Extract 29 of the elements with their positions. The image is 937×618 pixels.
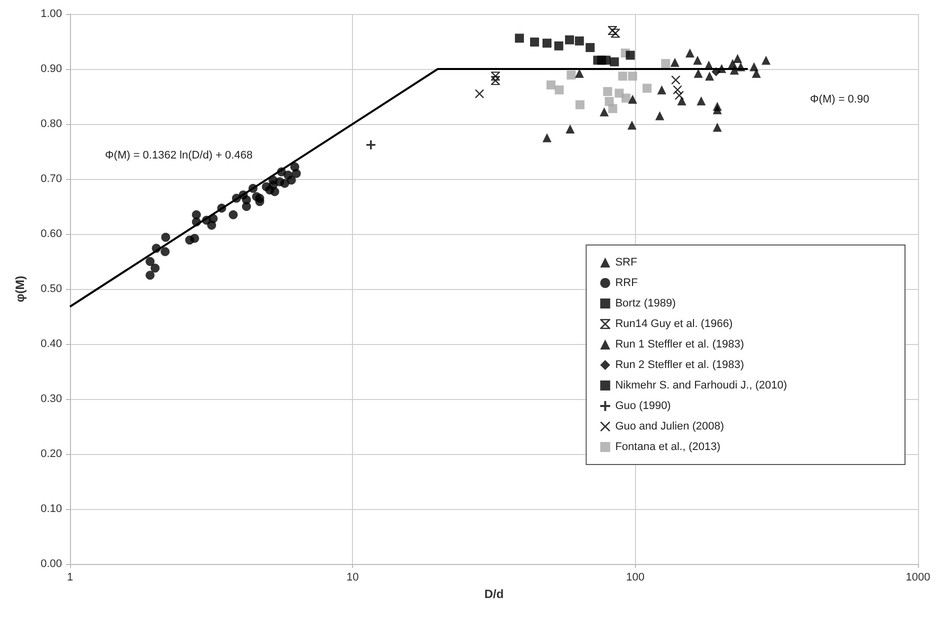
- y-tick-label: 0.30: [40, 393, 62, 405]
- legend-label: Run 1 Steffler et al. (1983): [615, 338, 744, 350]
- y-tick-label: 0.60: [40, 228, 62, 240]
- legend-label: Fontana et al., (2013): [615, 441, 720, 453]
- y-tick-label: 0.90: [40, 63, 62, 75]
- x-tick-label: 10: [346, 572, 359, 584]
- x-axis-title: D/d: [484, 587, 504, 601]
- legend-label: Run14 Guy et al. (1966): [615, 318, 733, 330]
- y-tick-label: 0.00: [40, 558, 62, 570]
- y-tick-label: 1.00: [40, 8, 62, 20]
- legend-label: Guo (1990): [615, 400, 671, 412]
- annotation: Φ(M) = 0.90: [810, 94, 870, 106]
- x-tick-label: 1: [66, 572, 74, 584]
- legend-label: SRF: [615, 256, 638, 268]
- y-tick-label: 0.50: [40, 283, 62, 295]
- y-tick-label: 0.20: [40, 448, 62, 460]
- y-tick-label: 0.10: [40, 503, 62, 515]
- y-tick-label: 0.70: [40, 173, 62, 185]
- y-tick-label: 0.80: [40, 118, 62, 130]
- legend-label: Nikmehr S. and Farhoudi J., (2010): [615, 380, 788, 392]
- legend-label: RRF: [615, 277, 638, 289]
- legend-label: Run 2 Steffler et al. (1983): [615, 359, 744, 371]
- x-tick-label: 1000: [906, 572, 930, 584]
- annotation: Φ(M) = 0.1362 ln(D/d) + 0.468: [105, 150, 253, 162]
- legend-label: Bortz (1989): [615, 298, 676, 310]
- x-tick-label: 100: [626, 572, 645, 584]
- y-axis-title: φ(M): [13, 276, 27, 302]
- legend-label: Guo and Julien (2008): [615, 420, 724, 432]
- y-tick-label: 0.40: [40, 338, 62, 350]
